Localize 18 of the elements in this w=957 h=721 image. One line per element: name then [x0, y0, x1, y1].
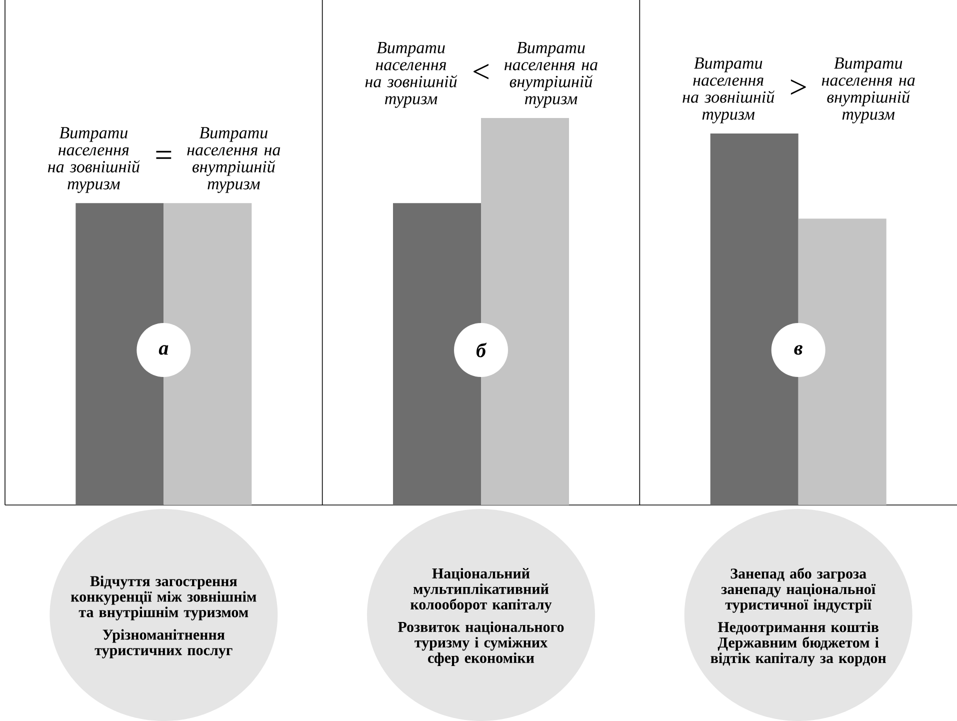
- text: Витрати населення на зовнішній туризм: [682, 58, 774, 124]
- text: Недоотримання коштів Державним бюджетом і відтік капіталу за кордон: [710, 622, 886, 666]
- text: Занепад або загроза занепаду національної туристичної індустрії: [721, 568, 876, 613]
- annotation: =: [156, 150, 172, 159]
- text: Витрати населення на зовнішній туризм: [365, 42, 458, 108]
- x-tick-label: а: [158, 345, 168, 355]
- text: Відчуття загострення конкуренції між зовнішнім та внутрішнім туризмом: [70, 576, 256, 620]
- text: >: [790, 79, 806, 95]
- text: Урізноманітнення туристичних послуг: [94, 629, 232, 658]
- series-label: Витрати населення на внутрішній туризм: [187, 127, 280, 193]
- text: Національний мультиплікативний колооборот капіталу: [410, 568, 552, 613]
- text: Витрати населення на внутрішній туризм: [504, 42, 598, 108]
- text: Витрати населення на внутрішній туризм: [822, 58, 915, 124]
- text: <: [474, 64, 488, 80]
- x-tick-label: б: [476, 342, 487, 358]
- series-label: Витрати населення на зовнішній туризм: [48, 127, 140, 193]
- x-tick-label: в: [794, 345, 802, 355]
- text: Розвиток національного туризму і суміжних сфер економіки: [398, 621, 564, 666]
